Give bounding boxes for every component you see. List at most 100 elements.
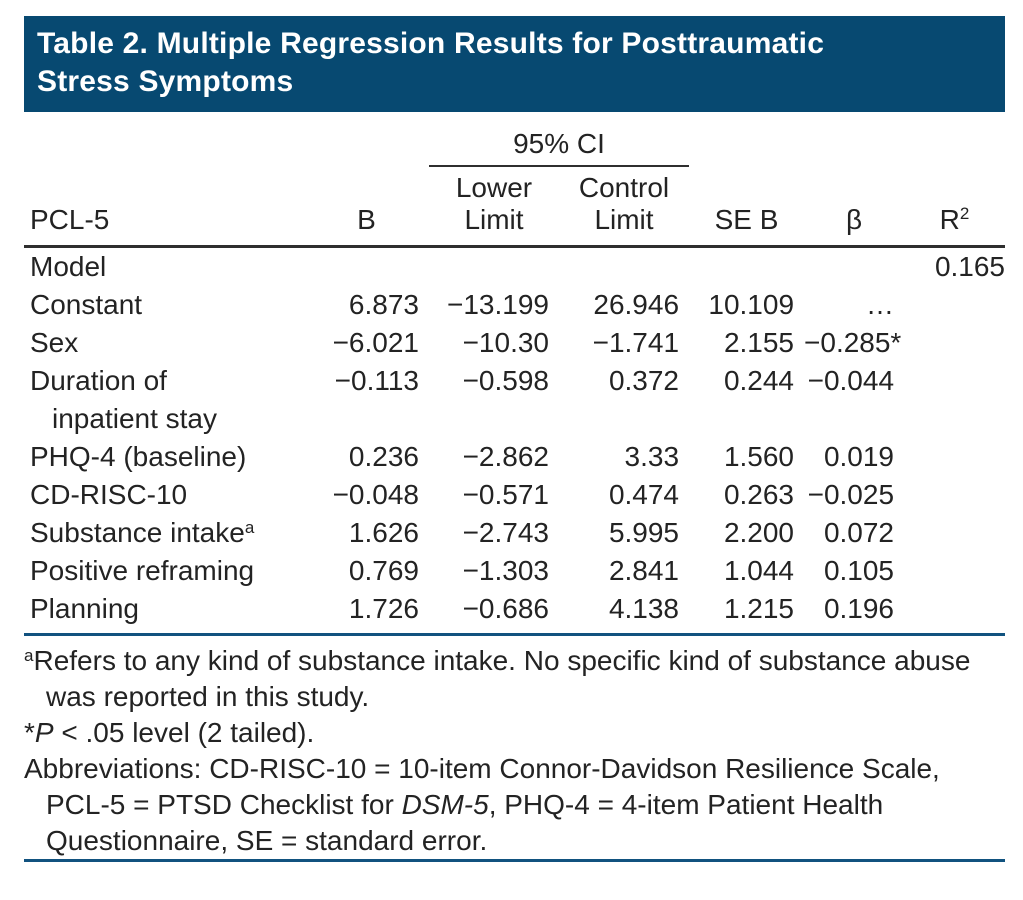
footnote-text: * [24, 717, 35, 748]
row-label-cell: CD-RISC-10 [24, 476, 304, 514]
cell-lower-limit: −1.303 [462, 555, 549, 586]
column-header-lower-limit: Lower Limit [429, 166, 559, 248]
footnote-text: Questionnaire, SE = standard error. [46, 825, 488, 856]
spanner-empty-seb [689, 128, 804, 166]
cell-lower-limit: −0.686 [462, 593, 549, 624]
cell-control-limit: 3.33 [624, 441, 680, 472]
cell-se-b: 2.155 [723, 327, 795, 358]
spanner-empty-stub [24, 128, 304, 166]
table-row: PHQ-4 (baseline) 0.236 −2.862 3.33 1.560 0.01… [24, 438, 1005, 476]
table-figure: Table 2. Multiple Regression Results for… [24, 16, 1006, 862]
regression-table: 95% CI PCL-5 B Lower Limit Control Limit… [24, 128, 1006, 629]
cell-control-limit: 26.946 [593, 289, 680, 320]
cell-se-b: 10.109 [708, 289, 795, 320]
column-header-r2: R2 [904, 166, 1006, 248]
row-label-cell: Substance intakea [24, 514, 304, 552]
cell-control-limit: 4.138 [608, 593, 680, 624]
cell-lower-limit: −0.571 [462, 479, 549, 510]
cell-beta: 0.196 [823, 593, 895, 624]
cell-beta: −0.025 [807, 479, 895, 510]
cell-beta: 0.105 [823, 555, 895, 586]
cell-b: 6.873 [348, 289, 419, 320]
table-row: Duration of inpatient stay −0.113 −0.598 0.3… [24, 362, 1005, 438]
footnote-line-1: was reported in this study. [24, 679, 1005, 715]
figure-bottom-rule [24, 859, 1005, 862]
cell-beta: −0.285* [804, 327, 902, 358]
row-label: PHQ-4 (baseline) [30, 441, 247, 472]
row-label: Model [30, 251, 107, 282]
footnote-line-3: PCL-5 = PTSD Checklist for DSM-5, PHQ-4 … [24, 787, 1005, 823]
row-label-cell: Positive reframing [24, 552, 304, 590]
cell-r2 [904, 438, 1005, 476]
cell-beta [804, 247, 904, 287]
row-label-cell: Model [24, 247, 304, 287]
row-label-cell: PHQ-4 (baseline) [24, 438, 304, 476]
footnote-text: Abbreviations: CD-RISC-10 = 10-item Conn… [24, 753, 940, 784]
cell-b: −0.113 [334, 365, 419, 396]
cell-se-b: 1.560 [723, 441, 795, 472]
cell-control-limit [559, 247, 689, 287]
table-header: 95% CI PCL-5 B Lower Limit Control Limit… [24, 128, 1006, 248]
spanner-empty-r2 [904, 128, 1005, 166]
table-row: Model 0.165 [24, 247, 1005, 287]
spanner-row: 95% CI [24, 128, 1005, 167]
column-header-beta: β [804, 166, 905, 248]
cell-lower-limit: −0.598 [462, 365, 549, 396]
cell-r2: 0.165 [934, 251, 1006, 282]
lower-limit-line1: Lower [455, 172, 533, 203]
column-header-b: B [304, 166, 429, 248]
row-label: Substance intake [30, 517, 245, 548]
control-limit-line2: Limit [594, 204, 654, 235]
footnote-text: < .05 level (2 tailed). [53, 717, 315, 748]
row-label-line2: inpatient stay [52, 403, 217, 434]
row-label-cell: Duration of inpatient stay [24, 362, 304, 438]
table-row: Sex −6.021 −10.30 −1.741 2.155 −0.285* [24, 324, 1005, 362]
cell-control-limit: 0.474 [608, 479, 680, 510]
cell-control-limit: −1.741 [592, 327, 680, 358]
table-body: Model 0.165 Constant 6.873 −13.199 26.946 10.1… [24, 247, 1005, 629]
row-label-cell: Planning [24, 590, 304, 628]
control-limit-line1: Control [578, 172, 670, 203]
r2-superscript: 2 [959, 204, 970, 223]
cell-b: 0.769 [348, 555, 419, 586]
row-label-cell: Sex [24, 324, 304, 362]
footnote-italic-text: DSM-5 [401, 789, 489, 820]
row-label-superscript: a [244, 518, 255, 537]
cell-r2 [904, 476, 1005, 514]
row-label: CD-RISC-10 [30, 479, 188, 510]
footnotes: aRefers to any kind of substance intake.… [24, 643, 1005, 859]
footnote-text: , PHQ-4 = 4-item Patient Health [488, 789, 884, 820]
table-row: Substance intakea 1.626 −2.743 5.995 2.200 0.… [24, 514, 1005, 552]
cell-b: −6.021 [332, 327, 419, 358]
table-row: Constant 6.873 −13.199 26.946 10.109… [24, 286, 1005, 324]
ci-spanner-header: 95% CI [429, 128, 690, 167]
table-title-line-1: Table 2. Multiple Regression Results for… [37, 27, 825, 60]
footnote-italic-text: P [34, 717, 54, 748]
cell-lower-limit: −10.30 [462, 327, 549, 358]
row-label: Positive reframing [30, 555, 255, 586]
column-header-row: PCL-5 B Lower Limit Control Limit SE B β… [24, 166, 1006, 248]
cell-b: 1.726 [348, 593, 419, 624]
cell-control-limit: 0.372 [608, 365, 680, 396]
cell-se-b [689, 247, 804, 287]
footnote-text: Refers to any kind of substance intake. … [33, 645, 971, 676]
cell-b: 0.236 [348, 441, 419, 472]
cell-lower-limit [429, 247, 559, 287]
table-row: Positive reframing 0.769 −1.303 2.841 1.044 0… [24, 552, 1005, 590]
cell-beta: −0.044 [807, 365, 895, 396]
cell-r2 [904, 362, 1005, 438]
row-label-cell: Constant [24, 286, 304, 324]
table-row: Planning 1.726 −0.686 4.138 1.215 0.196 [24, 590, 1005, 628]
table-title-line-2: Stress Symptoms [37, 65, 294, 98]
cell-lower-limit: −2.743 [462, 517, 549, 548]
spanner-empty-b [304, 128, 429, 166]
cell-beta: 0.072 [823, 517, 895, 548]
cell-r2 [904, 590, 1005, 628]
cell-se-b: 1.215 [723, 593, 795, 624]
table-title-band: Table 2. Multiple Regression Results for… [24, 16, 1005, 112]
cell-r2 [904, 324, 1005, 362]
cell-se-b: 0.244 [723, 365, 795, 396]
footnote-line-3: Questionnaire, SE = standard error. [24, 823, 1005, 859]
column-header-control-limit: Control Limit [559, 166, 690, 248]
cell-b [304, 247, 429, 287]
